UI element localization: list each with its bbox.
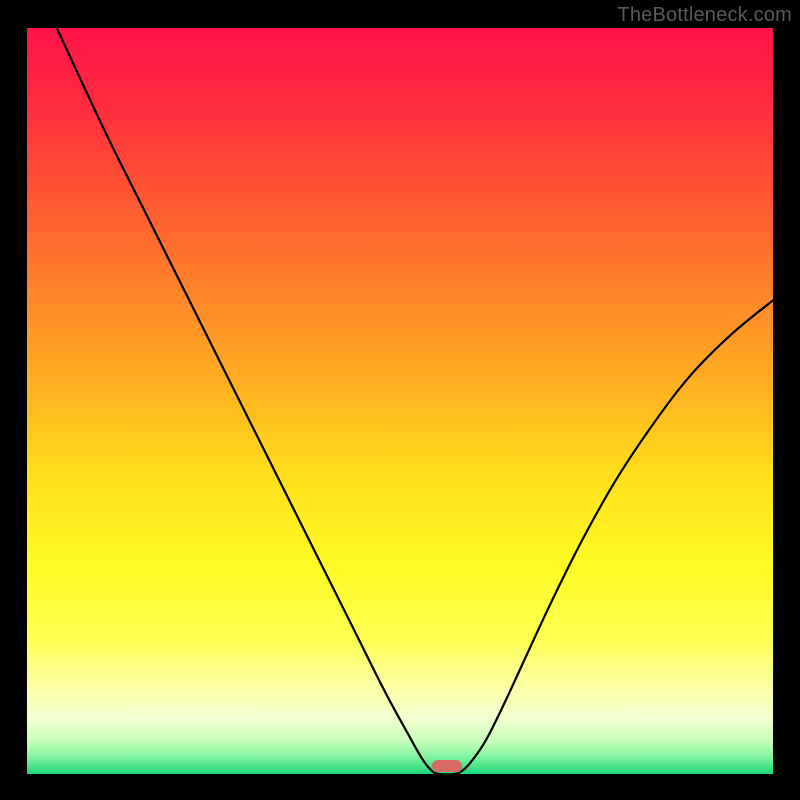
bottleneck-chart	[0, 0, 800, 800]
gradient-plot-area	[27, 28, 773, 774]
chart-container: TheBottleneck.com	[0, 0, 800, 800]
bottleneck-marker	[432, 760, 462, 772]
watermark-text: TheBottleneck.com	[617, 4, 792, 27]
